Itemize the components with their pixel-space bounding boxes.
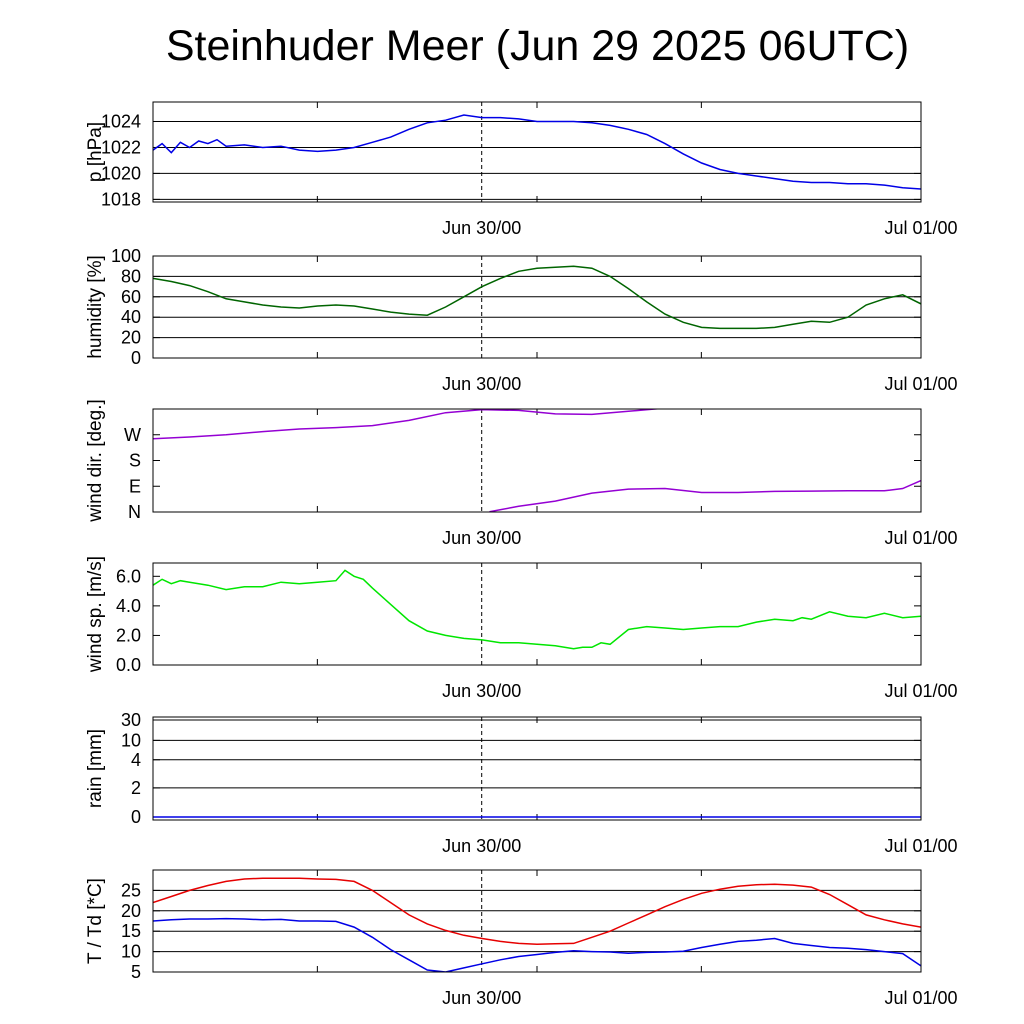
panel-2-ytick-label: 0 <box>131 348 141 368</box>
panel-5-frame <box>152 716 922 821</box>
panel-5-ytick-label: 2 <box>131 778 141 798</box>
panel-2-frame <box>152 255 922 359</box>
panel-2-ytick-label: 60 <box>121 287 141 307</box>
panel-1-ytick-label: 1018 <box>101 189 141 209</box>
panel-2-ytick-label: 80 <box>121 266 141 286</box>
panel-3-xtick-label-2: Jul 01/00 <box>884 528 957 548</box>
panel-3-ylabel: wind dir. [deg.] <box>85 399 106 523</box>
panel-2-ytick-label: 100 <box>111 246 141 266</box>
panel-3-series-1-line <box>153 409 664 440</box>
panel-3-ytick-label: N <box>128 502 141 522</box>
panel-6-ytick-label: 10 <box>121 942 141 962</box>
panel-1-ytick-label: 1022 <box>101 137 141 157</box>
panel-4-series-1-line <box>153 569 921 650</box>
panel-4-ytick-label: 6.0 <box>116 566 141 586</box>
panel-2-xtick-label-1: Jun 30/00 <box>442 374 521 394</box>
chart-title: Steinhuder Meer (Jun 29 2025 06UTC) <box>165 22 910 70</box>
panel-6-series-1-line <box>153 877 921 946</box>
panel-4-ytick-label: 0.0 <box>116 655 141 675</box>
panel-3-ytick-label: W <box>124 425 141 445</box>
panel-5-xtick-label-1: Jun 30/00 <box>442 836 521 856</box>
panel-2-ylabel: humidity [%] <box>85 255 106 358</box>
panel-5-ytick-label: 10 <box>121 730 141 750</box>
panel-5-ylabel: rain [mm] <box>85 729 106 808</box>
panel-4-frame <box>152 562 922 666</box>
panel-1-frame <box>152 101 922 203</box>
panel-6-ytick-label: 15 <box>121 921 141 941</box>
panel-1-xtick-label-1: Jun 30/00 <box>442 218 521 238</box>
panel-6-ytick-label: 25 <box>121 880 141 900</box>
panel-3-xtick-label-1: Jun 30/00 <box>442 528 521 548</box>
panel-1-xtick-label-2: Jul 01/00 <box>884 218 957 238</box>
panel-6-xtick-label-2: Jul 01/00 <box>884 988 957 1008</box>
panel-3-series-2-line <box>368 409 395 410</box>
panel-6-ytick-label: 5 <box>131 962 141 982</box>
panel-3-ytick-label: S <box>129 451 141 471</box>
panel-5-ytick-label: 30 <box>121 710 141 730</box>
panel-4-xtick-label-1: Jun 30/00 <box>442 681 521 701</box>
panel-4-xtick-label-2: Jul 01/00 <box>884 681 957 701</box>
panel-1-ylabel: p [hPa] <box>85 122 106 182</box>
panel-5-xtick-label-2: Jul 01/00 <box>884 836 957 856</box>
panel-3-series-3-line <box>489 479 921 512</box>
panel-6-ytick-label: 20 <box>121 901 141 921</box>
panel-1-series-1-line <box>153 114 921 190</box>
panel-4-ylabel: wind sp. [m/s] <box>85 556 106 673</box>
panel-2-series-1-line <box>153 265 921 330</box>
panel-6-ylabel: T / Td [*C] <box>85 878 106 964</box>
panel-4-ytick-label: 4.0 <box>116 596 141 616</box>
panel-4-ytick-label: 2.0 <box>116 625 141 645</box>
panel-1-ytick-label: 1024 <box>101 111 141 131</box>
panel-6-xtick-label-1: Jun 30/00 <box>442 988 521 1008</box>
panel-5-ytick-label: 4 <box>131 750 141 770</box>
panel-2-xtick-label-2: Jul 01/00 <box>884 374 957 394</box>
panel-3-frame <box>152 408 922 513</box>
panel-3-ytick-label: E <box>129 476 141 496</box>
panel-5-ytick-label: 0 <box>131 807 141 827</box>
panel-6-frame <box>152 869 922 973</box>
panel-6-series-2-line <box>153 917 921 972</box>
panel-1-ytick-label: 1020 <box>101 163 141 183</box>
panel-2-ytick-label: 40 <box>121 307 141 327</box>
panel-2-ytick-label: 20 <box>121 328 141 348</box>
